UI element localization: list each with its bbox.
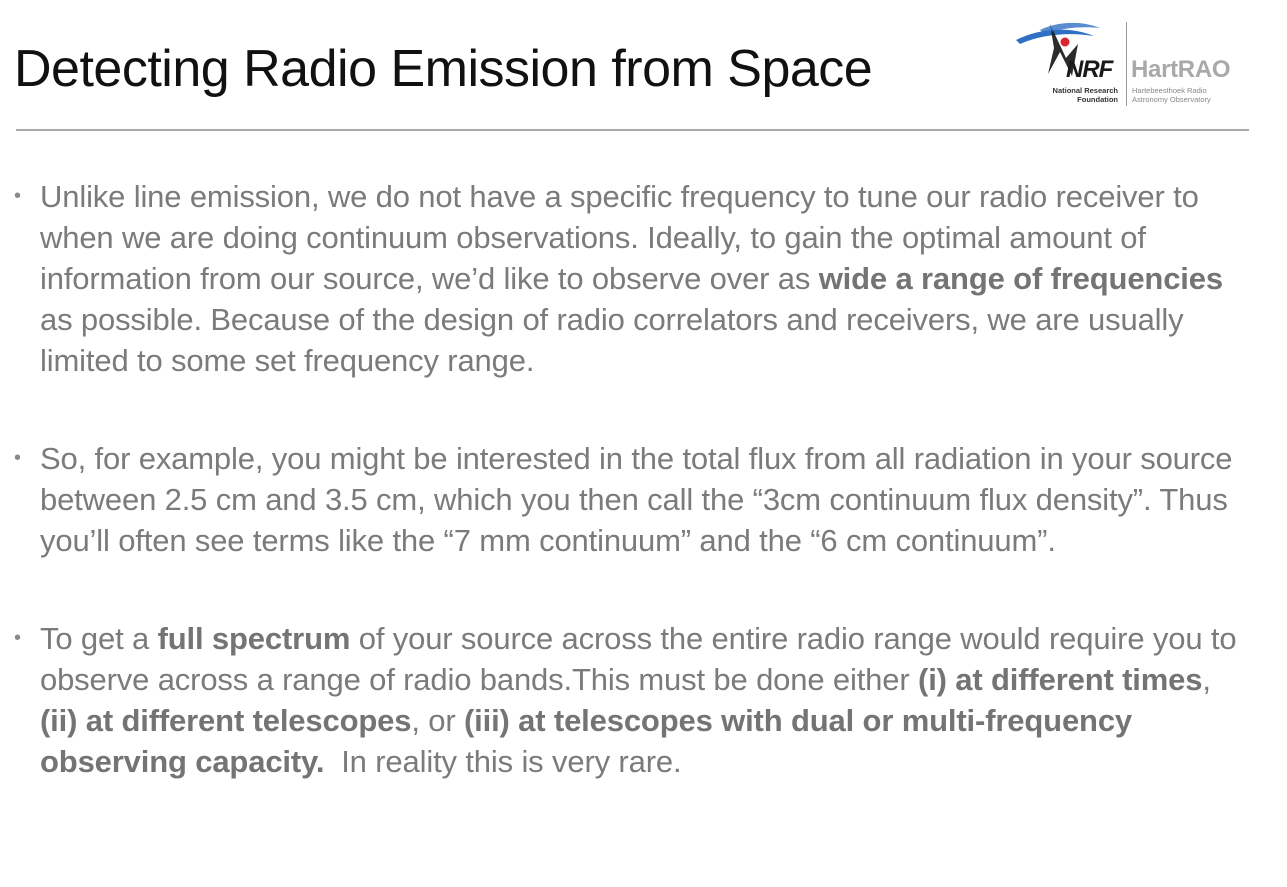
nrf-hartrao-logo: NRF National Research Foundation HartRAO…	[1010, 18, 1250, 110]
nrf-subtitle: National Research Foundation	[1052, 86, 1118, 104]
bullet-item-1: • Unlike line emission, we do not have a…	[14, 176, 1254, 381]
slide-title: Detecting Radio Emission from Space	[14, 40, 873, 98]
title-divider	[16, 129, 1249, 131]
nrf-swoosh-icon	[1016, 22, 1100, 76]
hartrao-subtitle: Hartebeesthoek Radio Astronomy Observato…	[1132, 86, 1211, 104]
nrf-logo: NRF National Research Foundation	[1010, 18, 1122, 110]
bullet-item-3: • To get a full spectrum of your source …	[14, 618, 1254, 782]
hartrao-wordmark: HartRAO	[1131, 56, 1231, 83]
logo-divider	[1126, 22, 1127, 106]
nrf-wordmark: NRF	[1066, 56, 1113, 83]
bullet-item-2: • So, for example, you might be interest…	[14, 438, 1254, 561]
bullet-dot-icon: •	[14, 447, 21, 469]
bullet-list: • Unlike line emission, we do not have a…	[14, 176, 1254, 782]
bullet-dot-icon: •	[14, 185, 21, 207]
bullet-dot-icon: •	[14, 627, 21, 649]
